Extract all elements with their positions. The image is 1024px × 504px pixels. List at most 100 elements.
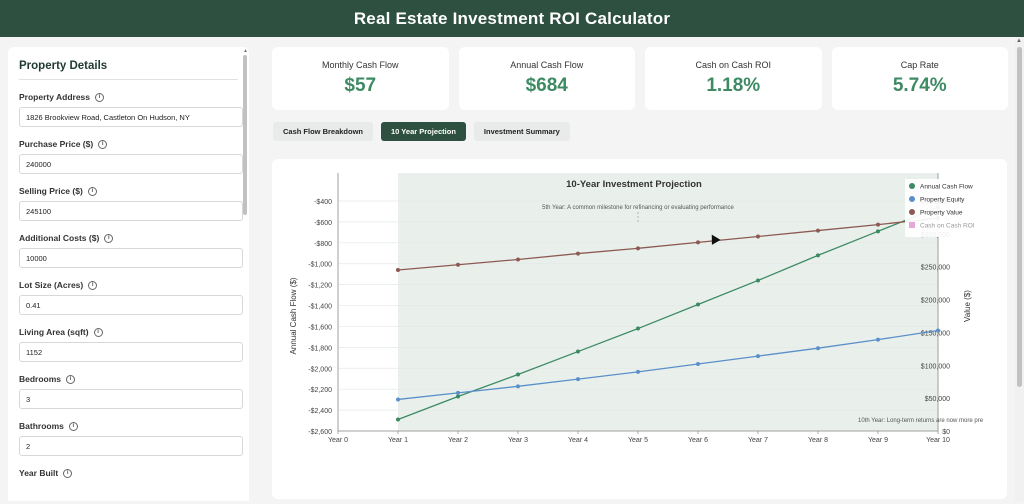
page-scrollbar[interactable]: ▲ bbox=[1015, 37, 1024, 501]
purchase-price-input[interactable]: 240000 bbox=[19, 154, 243, 174]
metric-value: $57 bbox=[344, 75, 377, 96]
y-left-tick-label: -$2,200 bbox=[308, 387, 332, 394]
metrics-row: Monthly Cash Flow $57 Annual Cash Flow $684… bbox=[272, 47, 1008, 110]
property-equity-legend-swatch bbox=[909, 196, 915, 202]
tab-cash-flow-breakdown[interactable]: Cash Flow Breakdown bbox=[273, 122, 374, 141]
property-equity-point bbox=[456, 390, 460, 395]
y-left-tick-label: -$1,600 bbox=[308, 324, 332, 331]
y-left-tick-label: -$1,800 bbox=[308, 345, 332, 352]
purchase-price-label: Purchase Price ($) i bbox=[19, 136, 238, 152]
annual-cash-flow-point bbox=[876, 229, 880, 234]
field-label-text: Selling Price ($) bbox=[19, 186, 83, 196]
annual-cash-flow-legend-swatch bbox=[909, 183, 915, 189]
y-left-tick-label: -$600 bbox=[314, 220, 332, 227]
page-title: Real Estate Investment ROI Calculator bbox=[353, 8, 671, 28]
property-equity-point bbox=[576, 377, 580, 382]
y-right-tick-label: $50,000 bbox=[925, 396, 950, 403]
bedrooms-input[interactable]: 3 bbox=[19, 389, 243, 409]
info-icon[interactable]: i bbox=[87, 186, 97, 196]
property-equity-point bbox=[756, 354, 760, 359]
info-icon[interactable]: i bbox=[88, 280, 98, 290]
x-tick-label: Year 9 bbox=[868, 437, 888, 444]
y-left-tick-label: -$1,400 bbox=[308, 304, 332, 311]
property-address-label: Property Address i bbox=[19, 89, 238, 105]
living-area-sqft-label: Living Area (sqft) i bbox=[19, 324, 238, 340]
property-details-title: Property Details bbox=[19, 58, 238, 80]
y-left-tick-label: -$400 bbox=[314, 199, 332, 206]
property-value-point bbox=[816, 228, 820, 233]
legend-box bbox=[905, 179, 989, 237]
bathrooms-input[interactable]: 2 bbox=[19, 436, 243, 456]
metric-label: Cash on Cash ROI bbox=[695, 60, 772, 70]
bedrooms-label: Bedrooms i bbox=[19, 371, 238, 387]
y-left-axis-label: Annual Cash Flow ($) bbox=[289, 277, 298, 354]
info-icon[interactable]: i bbox=[98, 139, 108, 149]
cap-rate-card: Cap Rate 5.74% bbox=[831, 47, 1008, 110]
info-icon[interactable]: i bbox=[63, 468, 73, 478]
info-icon[interactable]: i bbox=[66, 374, 76, 384]
bathrooms-label: Bathrooms i bbox=[19, 418, 238, 434]
selling-price-input[interactable]: 245100 bbox=[19, 201, 243, 221]
annual-cash-flow-point bbox=[816, 253, 820, 258]
x-tick-label: Year 3 bbox=[508, 437, 528, 444]
lot-size-acres-input[interactable]: 0.41 bbox=[19, 295, 243, 315]
x-tick-label: Year 5 bbox=[628, 437, 648, 444]
x-tick-label: Year 7 bbox=[748, 437, 768, 444]
metric-value: 5.74% bbox=[892, 75, 947, 96]
metric-label: Monthly Cash Flow bbox=[321, 60, 399, 70]
y-left-tick-label: -$2,000 bbox=[308, 366, 332, 373]
monthly-cash-flow-card: Monthly Cash Flow $57 bbox=[272, 47, 449, 110]
property-value-point bbox=[876, 222, 880, 227]
field-label-text: Additional Costs ($) bbox=[19, 233, 100, 243]
x-tick-label: Year 0 bbox=[328, 437, 348, 444]
tab-investment-summary[interactable]: Investment Summary bbox=[473, 122, 570, 141]
additional-costs-label: Additional Costs ($) i bbox=[19, 230, 238, 246]
property-equity-point bbox=[396, 397, 400, 402]
y-left-tick-label: -$1,200 bbox=[308, 283, 332, 290]
y-left-tick-label: -$800 bbox=[314, 241, 332, 248]
annual-cash-flow-point bbox=[516, 372, 520, 377]
additional-costs-input[interactable]: 10000 bbox=[19, 248, 243, 268]
field-label-text: Living Area (sqft) bbox=[19, 327, 89, 337]
field-label-text: Lot Size (Acres) bbox=[19, 280, 84, 290]
x-tick-label: Year 6 bbox=[688, 437, 708, 444]
projection-chart: -$400 -$600 -$800 -$1,000 -$1,200 -$1,400 -$1,… bbox=[289, 173, 989, 444]
living-area-sqft-input[interactable]: 1152 bbox=[19, 342, 243, 362]
info-icon[interactable]: i bbox=[93, 327, 103, 337]
info-icon[interactable]: i bbox=[68, 421, 78, 431]
info-icon[interactable]: i bbox=[95, 92, 105, 102]
y-left-tick-label: -$1,000 bbox=[308, 262, 332, 269]
property-address-input[interactable]: 1826 Brookview Road, Castleton On Hudson… bbox=[19, 107, 243, 127]
scroll-up-icon[interactable]: ▲ bbox=[1016, 38, 1022, 44]
x-tick-label: Year 2 bbox=[448, 437, 468, 444]
x-tick-label: Year 4 bbox=[568, 437, 588, 444]
annual-cash-flow-point bbox=[456, 394, 460, 399]
property-value-point bbox=[396, 268, 400, 272]
property-value-point bbox=[756, 234, 760, 239]
x-tick-label: Year 8 bbox=[808, 437, 828, 444]
x-tick-label: Year 1 bbox=[388, 437, 408, 444]
view-tabs: Cash Flow Breakdown 10 Year Projection Inv… bbox=[273, 122, 1008, 141]
annual-cash-flow-point bbox=[576, 349, 580, 354]
y-right-tick-label: $0 bbox=[942, 429, 950, 436]
annual-cash-flow-card: Annual Cash Flow $684 bbox=[458, 47, 635, 110]
chart-panel: -$400 -$600 -$800 -$1,000 -$1,200 -$1,400 -$1,… bbox=[272, 159, 1007, 499]
scroll-up-icon[interactable]: ▲ bbox=[243, 48, 248, 54]
metric-value: $684 bbox=[525, 75, 568, 96]
property-value-legend-label: Property Value bbox=[920, 210, 963, 217]
property-value-point bbox=[576, 251, 580, 256]
info-icon[interactable]: i bbox=[104, 233, 114, 243]
y-right-tick-label: $250,000 bbox=[921, 265, 950, 272]
sidebar-scrollbar[interactable] bbox=[243, 55, 247, 215]
page-scroll-thumb[interactable] bbox=[1017, 47, 1022, 387]
property-equity-point bbox=[516, 384, 520, 389]
selling-price-label: Selling Price ($) i bbox=[19, 183, 238, 199]
annual-cash-flow-legend-label: Annual Cash Flow bbox=[920, 184, 973, 191]
y-right-axis-label: Value ($) bbox=[963, 290, 972, 322]
tab-10-year-projection[interactable]: 10 Year Projection bbox=[381, 122, 466, 141]
main-content: Monthly Cash Flow $57 Annual Cash Flow $684… bbox=[272, 47, 1008, 501]
y-left-tick-label: -$2,600 bbox=[308, 429, 332, 436]
annual-cash-flow-point bbox=[696, 302, 700, 307]
field-label-text: Year Built bbox=[19, 468, 59, 478]
annotation-year-5: 5th Year: A common milestone for refinan… bbox=[542, 205, 734, 211]
